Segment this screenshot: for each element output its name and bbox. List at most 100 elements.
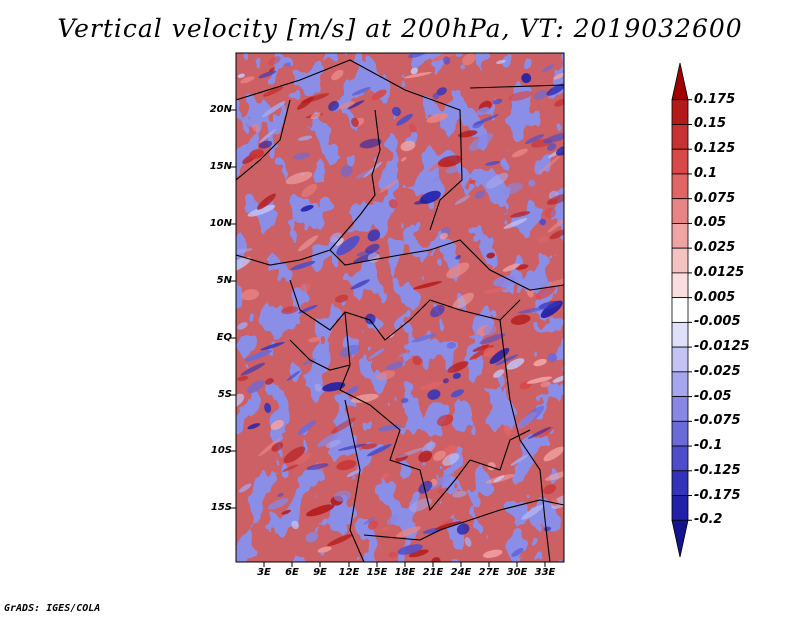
field-patch [297, 96, 314, 110]
field-patch [305, 504, 335, 517]
field-patch [510, 211, 531, 218]
field-patch [447, 361, 469, 373]
colorbar-label: 0.15 [694, 116, 727, 132]
field-patch [496, 59, 506, 65]
field-patch [298, 235, 319, 252]
colorbar-segment [671, 247, 689, 274]
field-patch [285, 171, 313, 185]
field-patch [347, 385, 359, 395]
colorbar-segment [671, 62, 689, 101]
field-patch [336, 235, 360, 256]
field-patch [337, 443, 367, 451]
colorbar-label: -0.0125 [694, 339, 750, 355]
lon-label: 21E [422, 567, 444, 578]
lon-label: 30E [506, 567, 528, 578]
border-line [363, 499, 564, 541]
field-patch [328, 101, 339, 111]
lon-label: 18E [394, 567, 416, 578]
field-patch [517, 307, 547, 314]
field-patch [271, 442, 284, 452]
field-patch [533, 358, 547, 367]
colorbar-label: -0.005 [694, 314, 741, 330]
field-patch [261, 101, 286, 118]
lon-label: 15E [366, 567, 388, 578]
field-patches [236, 53, 564, 562]
field-patch [351, 117, 359, 127]
colorbar-label: -0.05 [694, 388, 732, 404]
field-patch [339, 344, 361, 357]
field-patch [427, 389, 441, 400]
colorbar-label: -0.075 [694, 413, 741, 429]
colorbar-label: -0.025 [694, 363, 741, 379]
field-patch [293, 152, 310, 160]
field-patch [452, 292, 474, 309]
colorbar-segment [671, 99, 689, 125]
border-line [236, 99, 291, 181]
field-patch [388, 198, 398, 209]
field-patch [308, 336, 322, 343]
field-patch [367, 229, 381, 242]
field-patch [314, 383, 322, 392]
field-patch [526, 288, 534, 298]
field-patch [547, 143, 557, 151]
field-patch [445, 166, 461, 174]
field-patch [436, 87, 447, 96]
field-patch [495, 354, 519, 366]
colorbar-segment [671, 346, 689, 373]
field-patch [546, 278, 564, 287]
field-patch [482, 325, 497, 336]
field-patch [457, 130, 478, 138]
colorbar-label: -0.125 [694, 462, 741, 478]
field-patch [291, 520, 299, 530]
field-patch [411, 333, 437, 343]
field-patch [516, 411, 537, 429]
field-patch [483, 347, 496, 357]
vertical-velocity-field [236, 53, 564, 562]
field-patch [247, 379, 265, 394]
axis-ticks [230, 109, 546, 567]
field-patch [380, 526, 390, 532]
field-patch [503, 425, 512, 435]
field-patch [450, 389, 464, 398]
field-patch [347, 100, 365, 110]
field-patch [528, 179, 536, 187]
field-patch [434, 521, 462, 530]
field-patch [334, 237, 344, 246]
field-patch [241, 289, 260, 301]
field-patch [403, 71, 432, 79]
field-patch [368, 348, 385, 360]
field-patch [385, 361, 404, 371]
field-patch [350, 279, 370, 290]
field-patch [543, 132, 564, 144]
field-patch [265, 378, 274, 385]
field-patch [301, 183, 318, 198]
field-patch [270, 419, 284, 430]
field-patch [396, 447, 424, 459]
field-patch [258, 438, 281, 457]
field-patch [446, 262, 470, 279]
field-patch [506, 358, 525, 370]
field-patch [430, 304, 445, 318]
border-line [289, 339, 351, 371]
field-patch [485, 160, 501, 166]
field-patch [317, 546, 332, 553]
colorbar-segment [671, 173, 689, 200]
field-patch [346, 470, 360, 478]
field-patch [238, 483, 252, 493]
field-patch [452, 490, 467, 498]
colorbar-segment [671, 371, 689, 397]
field-patch [521, 504, 544, 520]
field-patch [240, 76, 255, 84]
field-patch [426, 474, 452, 491]
colorbar-label: -0.175 [694, 487, 741, 503]
field-patch [327, 533, 353, 547]
border-line [236, 109, 381, 266]
colorbar-label: 0.025 [694, 240, 736, 256]
field-patch [392, 106, 401, 116]
border-line [339, 311, 531, 512]
colorbar-segment [671, 198, 689, 224]
field-patch [317, 432, 340, 447]
country-borders [236, 59, 564, 562]
field-patch [322, 382, 346, 392]
lon-label: 24E [450, 567, 472, 578]
